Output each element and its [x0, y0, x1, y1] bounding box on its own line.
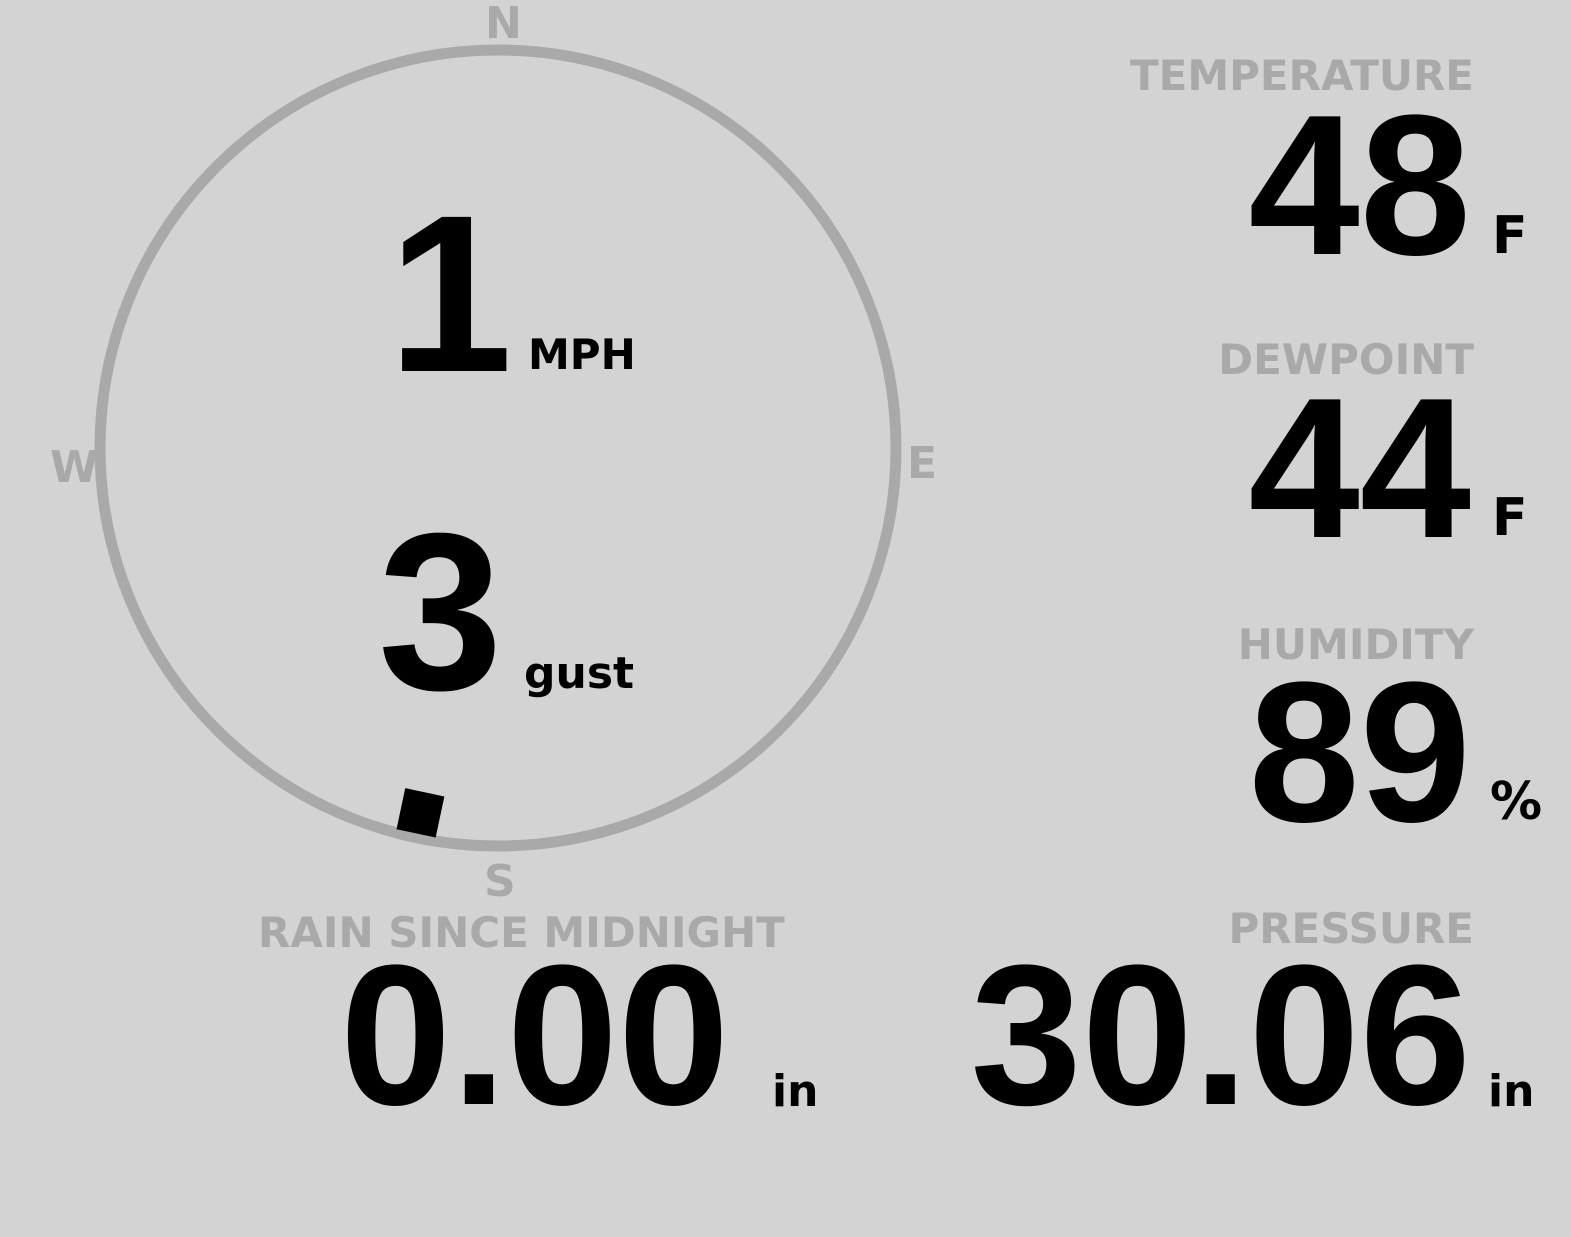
- compass-west: W: [50, 442, 99, 493]
- pressure-label: PRESSURE: [1228, 904, 1474, 953]
- wind-speed-value: 1: [388, 169, 513, 419]
- rain-label: RAIN SINCE MIDNIGHT: [258, 908, 785, 957]
- humidity-label: HUMIDITY: [1237, 620, 1474, 669]
- wind-direction-marker: [396, 788, 445, 838]
- wind-gust-unit: gust: [524, 648, 635, 699]
- pressure-value: 30.06: [970, 924, 1472, 1147]
- humidity-unit: %: [1490, 772, 1543, 832]
- temperature-unit: F: [1492, 206, 1528, 266]
- dewpoint-label: DEWPOINT: [1218, 335, 1474, 384]
- temperature-label: TEMPERATURE: [1130, 51, 1474, 100]
- compass-ring: [94, 44, 902, 852]
- wind-gust-value: 3: [378, 487, 503, 737]
- pressure-unit: in: [1488, 1066, 1535, 1117]
- rain-value: 0.00: [340, 924, 730, 1147]
- wind-compass: [94, 44, 902, 852]
- compass-south: S: [484, 856, 516, 907]
- wind-speed-unit: MPH: [528, 330, 636, 379]
- temperature-value: 48: [1248, 74, 1471, 297]
- compass-north: N: [485, 0, 522, 49]
- humidity-value: 89: [1248, 641, 1471, 864]
- rain-unit: in: [772, 1066, 819, 1117]
- dewpoint-unit: F: [1492, 488, 1528, 548]
- dewpoint-value: 44: [1248, 357, 1471, 580]
- compass-east: E: [907, 438, 938, 489]
